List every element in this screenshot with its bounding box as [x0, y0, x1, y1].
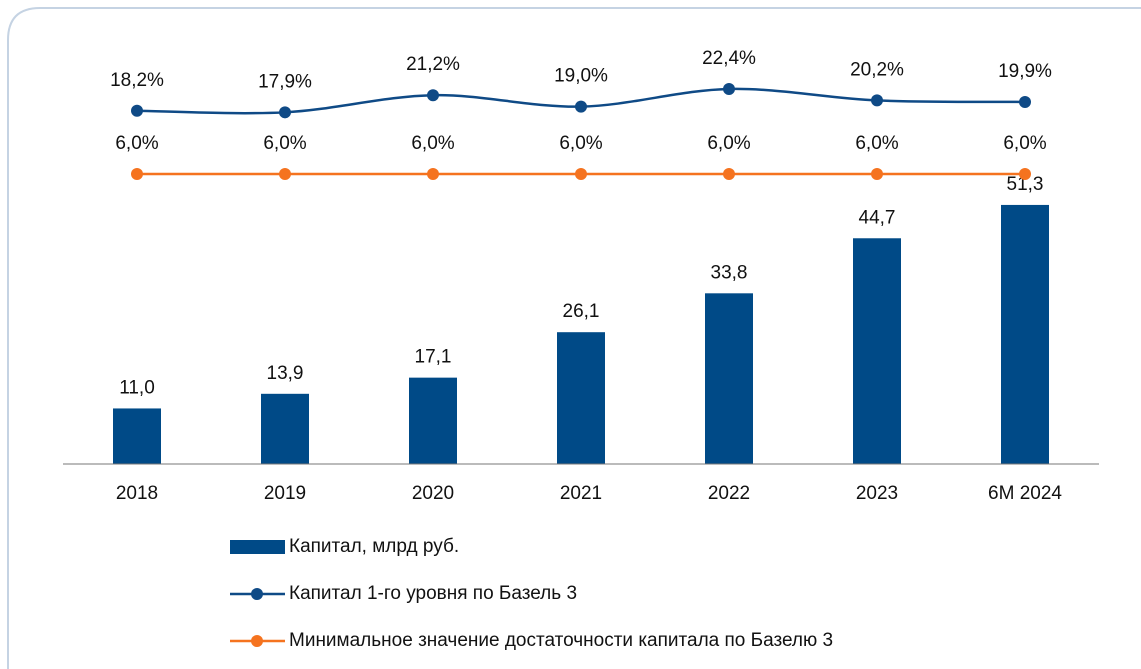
data-label: 51,3 [1007, 174, 1044, 195]
marker [427, 89, 439, 102]
data-label: 6,0% [559, 133, 602, 154]
data-label: 20,2% [850, 59, 904, 80]
frame [7, 7, 1141, 669]
bar [409, 377, 457, 464]
data-label: 26,1 [563, 301, 600, 322]
marker [1019, 95, 1031, 108]
data-label: 6,0% [115, 133, 158, 154]
data-label: 19,9% [998, 61, 1052, 82]
data-label: 19,0% [554, 66, 608, 87]
data-label: 17,9% [258, 71, 312, 92]
marker [131, 167, 143, 180]
marker [723, 167, 735, 180]
marker [1019, 167, 1031, 180]
x-tick-label: 2022 [708, 483, 750, 504]
legend-swatch [251, 635, 263, 647]
data-label: 11,0 [119, 377, 155, 398]
data-label: 6,0% [263, 133, 306, 154]
legend-label: Минимальное значение достаточности капит… [289, 630, 833, 651]
data-label: 6,0% [1003, 133, 1046, 154]
bar [705, 293, 753, 464]
marker [131, 104, 143, 117]
x-tick-label: 6M 2024 [988, 483, 1062, 504]
marker [279, 106, 291, 119]
bar [557, 332, 605, 464]
data-label: 22,4% [702, 48, 756, 69]
legend-label: Капитал 1-го уровня по Базель 3 [289, 583, 577, 604]
data-label: 33,8 [711, 262, 748, 283]
legend-swatch [230, 540, 285, 554]
marker [279, 167, 291, 180]
bar [113, 408, 161, 464]
data-label: 18,2% [110, 70, 164, 91]
bar [1001, 204, 1049, 464]
legend-swatch [251, 588, 263, 600]
marker [575, 167, 587, 180]
marker [871, 167, 883, 180]
x-tick-label: 2020 [412, 483, 454, 504]
x-tick-label: 2018 [116, 483, 158, 504]
data-label: 17,1 [415, 347, 452, 368]
data-label: 6,0% [855, 133, 898, 154]
marker [723, 83, 735, 96]
marker [871, 94, 883, 107]
data-label: 21,2% [406, 54, 460, 75]
x-tick-label: 2023 [856, 483, 898, 504]
marker [575, 100, 587, 113]
bar [261, 393, 309, 464]
legend-label: Капитал, млрд руб. [289, 536, 459, 557]
x-tick-label: 2019 [264, 483, 306, 504]
x-tick-label: 2021 [560, 483, 602, 504]
data-label: 6,0% [411, 133, 454, 154]
data-label: 13,9 [267, 363, 304, 384]
marker [427, 167, 439, 180]
bar [853, 238, 901, 464]
data-label: 6,0% [707, 133, 750, 154]
data-label: 44,7 [859, 207, 896, 228]
